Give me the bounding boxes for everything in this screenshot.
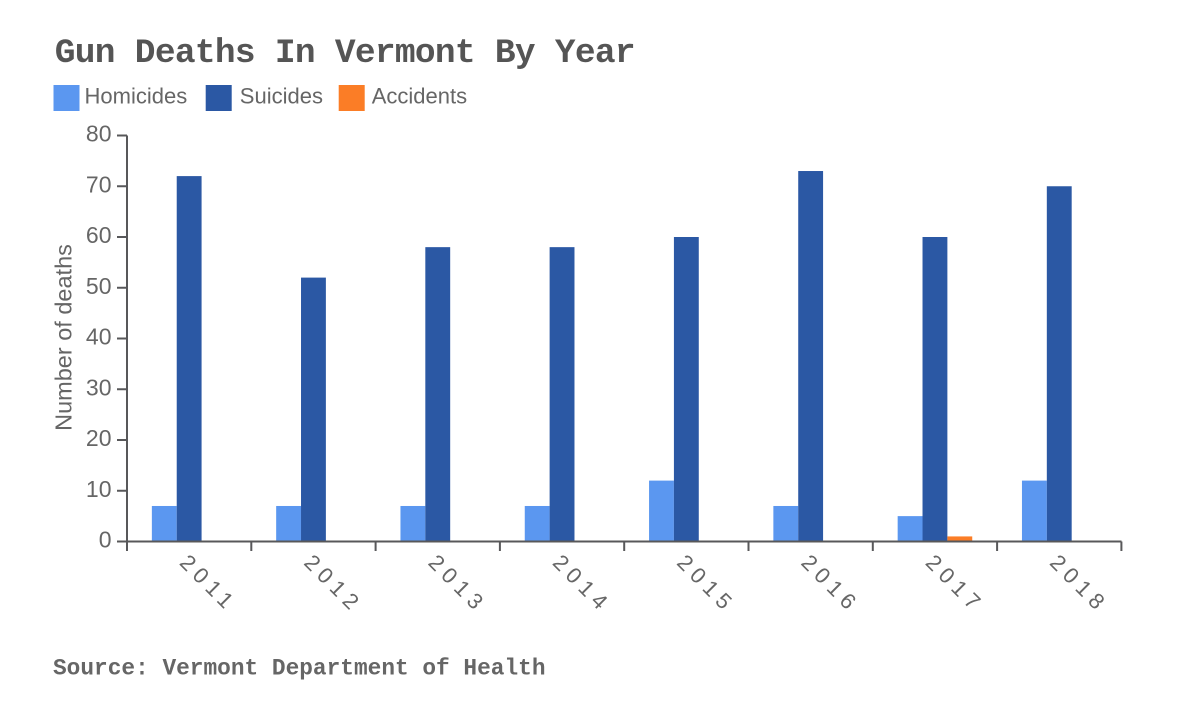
svg-text:80: 80	[86, 121, 112, 147]
svg-text:60: 60	[86, 222, 112, 248]
svg-text:Source: Vermont Department of: Source: Vermont Department of Health	[53, 655, 546, 681]
svg-text:20: 20	[86, 425, 112, 451]
svg-text:Gun Deaths In Vermont By Year: Gun Deaths In Vermont By Year	[55, 34, 635, 73]
svg-text:70: 70	[86, 171, 112, 197]
svg-text:Homicides: Homicides	[85, 83, 188, 108]
svg-text:Accidents: Accidents	[372, 83, 467, 108]
svg-text:10: 10	[86, 476, 112, 502]
svg-text:Number of deaths: Number of deaths	[51, 244, 77, 431]
svg-text:Suicides: Suicides	[240, 83, 323, 108]
svg-text:50: 50	[86, 273, 112, 299]
svg-text:0: 0	[99, 527, 112, 553]
svg-text:40: 40	[86, 324, 112, 350]
svg-text:30: 30	[86, 374, 112, 400]
